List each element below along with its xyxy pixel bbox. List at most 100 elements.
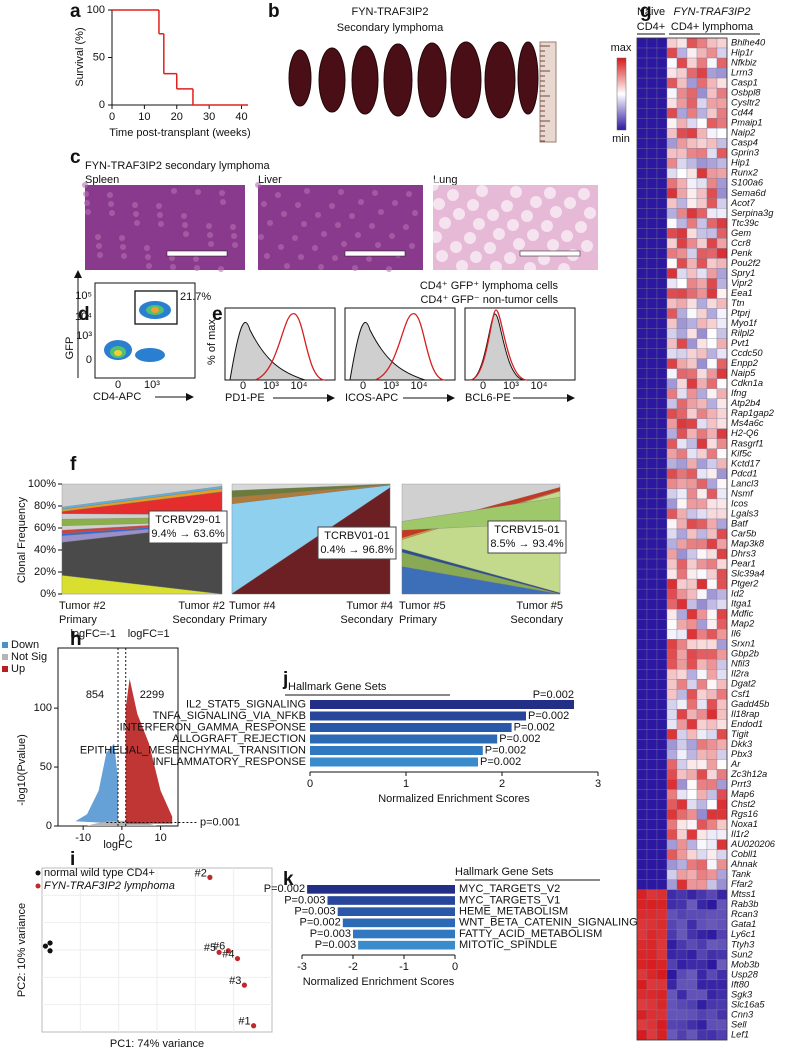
heatmap-cell [696, 158, 708, 169]
heatmap-cell [676, 849, 688, 860]
legend-marker [35, 870, 41, 876]
heatmap-cell [716, 769, 728, 780]
histology-texture [281, 211, 287, 217]
heatmap-cell [686, 318, 698, 329]
histology-texture [146, 263, 152, 269]
gene-label: Ccr8 [731, 238, 751, 248]
heatmap-cell [646, 37, 658, 49]
heatmap-cell [686, 869, 698, 880]
bar [353, 929, 455, 939]
tick-label: 10³ [503, 380, 519, 392]
heatmap-cell [656, 458, 668, 470]
heatmap-cell [696, 168, 708, 179]
heatmap-cell [676, 308, 688, 319]
heatmap-cell [636, 819, 648, 830]
heatmap-cell [706, 568, 718, 580]
heatmap-cell [646, 649, 658, 660]
gene-label: Ccdc50 [731, 348, 763, 358]
heatmap-cell [716, 669, 728, 680]
heatmap-cell [666, 258, 678, 269]
heatmap-cell [666, 178, 678, 189]
heatmap-cell [696, 769, 708, 780]
heatmap-cell [656, 699, 668, 710]
legend-swatch [2, 666, 8, 672]
heatmap-cell [636, 258, 648, 269]
heatmap-cell [656, 619, 668, 630]
ruler [539, 41, 557, 143]
heatmap-cell [646, 488, 658, 500]
heatmap-cell [656, 318, 668, 329]
heatmap-cell [646, 849, 658, 860]
heatmap-cell [706, 749, 718, 760]
heatmap-cell [676, 138, 688, 149]
heatmap-cell [706, 889, 718, 900]
heatmap-cell [666, 849, 678, 860]
heatmap-cell [666, 889, 678, 900]
heatmap-cell [636, 1009, 648, 1021]
heatmap-cell [636, 107, 648, 119]
heatmap-cell [716, 879, 728, 890]
histology-texture [292, 235, 298, 241]
heatmap-cell [676, 338, 688, 349]
heatmap-cell [706, 558, 718, 570]
histology-texture [83, 191, 89, 197]
heatmap-cell [716, 598, 728, 610]
heatmap-cell [636, 789, 648, 800]
heatmap-cell [686, 258, 698, 269]
heatmap-cell [716, 218, 728, 229]
heatmap-cell [636, 388, 648, 399]
gene-label: Dgat2 [731, 679, 757, 689]
heatmap-cell [636, 799, 648, 810]
heatmap-cell [656, 378, 668, 389]
heatmap-cell [676, 909, 688, 920]
heatmap-cell [706, 148, 718, 159]
histology-texture [120, 244, 126, 250]
heatmap-cell [676, 538, 688, 550]
heatmap-cell [656, 298, 668, 309]
heatmap-cell [656, 759, 668, 770]
pca-point [216, 949, 222, 955]
y-tick-label: 100% [28, 478, 56, 490]
tick-label: 0 [480, 380, 486, 392]
heatmap-cell [656, 889, 668, 900]
clone-area [231, 483, 391, 498]
heatmap-cell [636, 57, 648, 69]
heatmap-cell [716, 138, 728, 149]
heatmap-cell [676, 518, 688, 530]
heatmap-cell [686, 859, 698, 870]
heatmap-cell [706, 158, 718, 169]
heatmap-cell [696, 669, 708, 680]
gene-label: Serpina3g [731, 208, 774, 218]
x-tick-label: 3 [595, 778, 601, 790]
heatmap-cell [666, 418, 678, 429]
heatmap-cell [636, 218, 648, 229]
heatmap-cell [656, 358, 668, 369]
heatmap-cell [666, 749, 678, 760]
histology-texture [133, 211, 139, 217]
heatmap-cell [666, 548, 678, 560]
gene-label: Ifng [731, 388, 747, 398]
histology-texture [231, 233, 237, 239]
heatmap-cell [636, 228, 648, 239]
gene-label: Tank [731, 869, 752, 879]
heatmap-cell [686, 829, 698, 840]
heatmap-cell [676, 128, 688, 139]
heatmap-cell [636, 919, 648, 930]
annotation: 0.4% → 96.8% [320, 544, 394, 556]
heatmap-cell [666, 568, 678, 580]
heatmap-cell [656, 588, 668, 600]
heatmap-cell [666, 839, 678, 850]
heatmap-cell [666, 518, 678, 530]
category-label: MYC_TARGETS_V2 [459, 883, 560, 895]
heatmap-cell [656, 939, 668, 950]
gene-label: Ly6c1 [731, 929, 756, 939]
heatmap-cell [686, 408, 698, 419]
heatmap-cell [686, 819, 698, 830]
panel-label: b [268, 1, 280, 22]
gene-label: Ffar2 [731, 879, 754, 889]
histology-texture [318, 264, 324, 270]
heatmap-cell [706, 939, 718, 950]
heatmap-cell [716, 829, 728, 840]
heatmap-cell [636, 829, 648, 840]
heatmap-cell [696, 67, 708, 79]
